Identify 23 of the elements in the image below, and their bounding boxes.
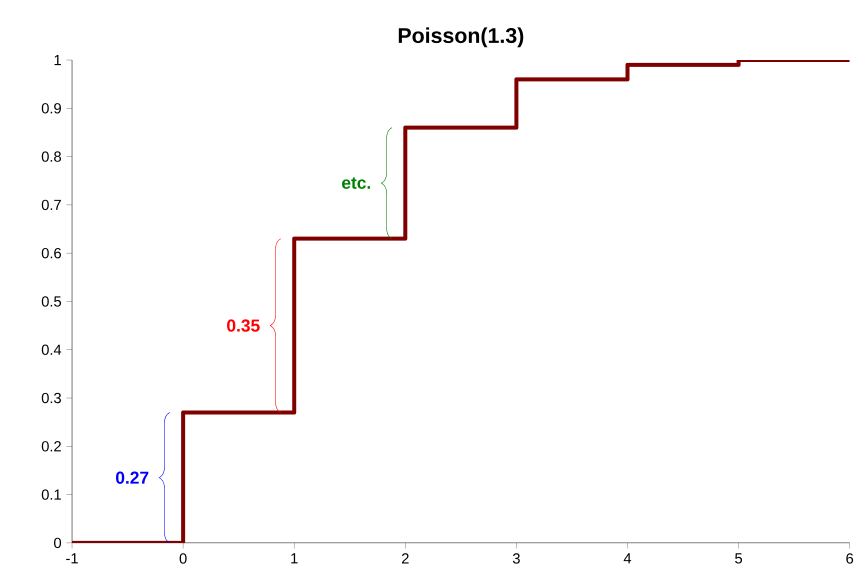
annotation: etc. bbox=[342, 177, 370, 189]
chart-title: Poisson(1.3) bbox=[398, 27, 524, 48]
x-tick-label: -1 bbox=[66, 553, 78, 564]
y-tick-label: 1 bbox=[54, 55, 61, 66]
x-tick-label: 3 bbox=[512, 553, 520, 564]
y-tick-label: 0.8 bbox=[42, 151, 61, 162]
x-tick-label: 1 bbox=[291, 553, 298, 564]
y-tick-label: 0.1 bbox=[42, 489, 61, 500]
y-tick-label: 0 bbox=[54, 538, 62, 548]
x-tick-label: 0 bbox=[180, 553, 187, 564]
x-tick-label: 2 bbox=[402, 553, 409, 564]
y-tick-label: 0.6 bbox=[42, 248, 61, 258]
annotation: 0.27 bbox=[116, 472, 148, 484]
annotation: 0.35 bbox=[227, 319, 260, 332]
y-tick-label: 0.2 bbox=[42, 441, 61, 452]
y-tick-label: 0.7 bbox=[42, 200, 61, 210]
x-tick-label: 4 bbox=[624, 553, 632, 564]
y-tick-label: 0.9 bbox=[42, 103, 61, 114]
x-tick-label: 5 bbox=[735, 553, 742, 564]
x-tick-label: 6 bbox=[846, 553, 854, 564]
y-tick-label: 0.4 bbox=[42, 344, 62, 355]
y-tick-label: 0.5 bbox=[42, 296, 61, 307]
y-tick-label: 0.3 bbox=[42, 392, 61, 404]
